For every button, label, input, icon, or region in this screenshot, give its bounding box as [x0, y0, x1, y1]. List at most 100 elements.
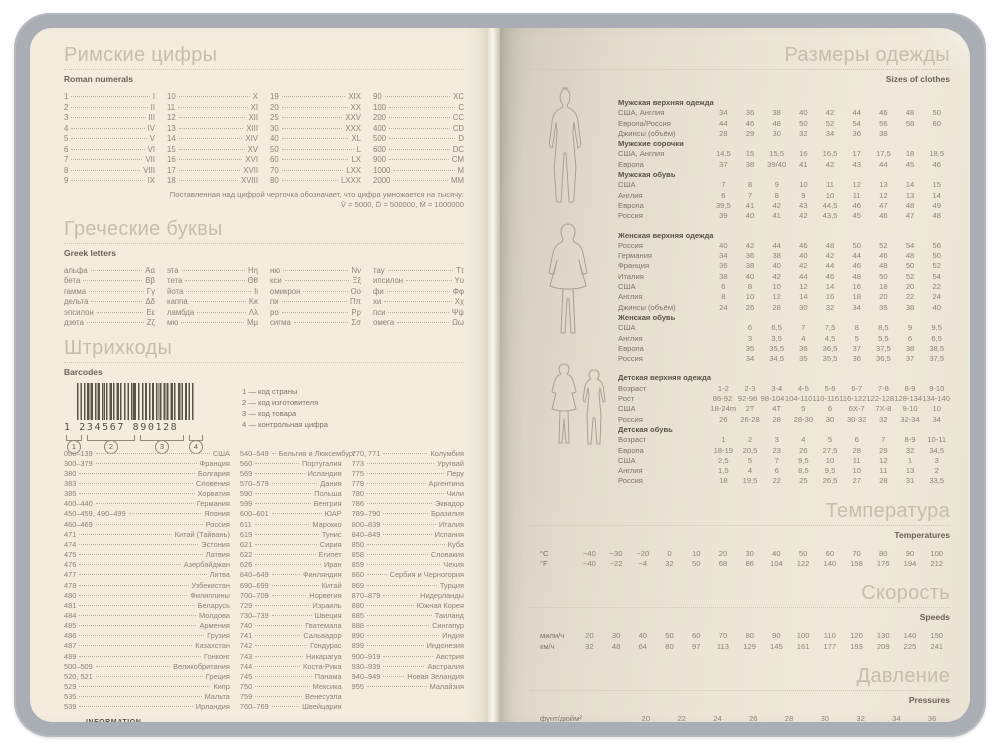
- section-title-temperature: Температура: [825, 499, 950, 522]
- section-title-greek: Греческие буквы: [64, 217, 223, 240]
- list-item: 3 III: [64, 113, 155, 122]
- barcode-icon: [77, 382, 195, 420]
- marker-bracket: 2: [87, 434, 135, 454]
- list-item: 383 Словения: [64, 478, 230, 488]
- list-item: омикрон Οο: [270, 286, 361, 296]
- table-row: Англия 1,5 4 6 8,5 9,5 10 11 13 2: [618, 466, 939, 476]
- table-row: Англия 8 10 12 14 16 18 20 22 24: [618, 292, 941, 302]
- list-item: 500 D: [373, 134, 464, 143]
- list-item: 930–939 Австралия: [351, 661, 464, 671]
- table-row: Европа/Россия 44 46 48 50 52 54 56 58 60: [618, 118, 941, 128]
- table-row: США 6 6,5 7 7,5 8 8,5 9 9,5: [618, 323, 942, 333]
- list-item: 7 VII: [64, 155, 155, 164]
- list-item: 480 Филиппины: [64, 590, 230, 600]
- list-item: дзета Ζζ: [64, 318, 155, 327]
- table-row: Россия 34 34,5 35 35,5 36 36,5 37 37,5: [618, 354, 945, 364]
- section-subtitle-greek: Greek letters: [64, 247, 116, 258]
- notebook-cover: Римские цифры Roman numerals 1 I 2 II 3 III 4 I…: [14, 13, 986, 737]
- list-item: 779 Аргентина: [351, 478, 464, 488]
- list-item: 16 XVI: [167, 155, 258, 164]
- section-speed: Скорость Speeds мили/ч 20 30 40 50 60 70 80 90 10…: [530, 582, 950, 652]
- list-item: 640–649 Финляндия: [239, 570, 342, 580]
- note-line: Поставленная над цифрой черточка обознач…: [169, 189, 464, 199]
- table-row: Женская обувь: [618, 312, 676, 322]
- list-item: 15 XV: [167, 144, 258, 154]
- section-pressure: Давление Pressures фунт/дюйм² 20 22 24 26 28 3…: [530, 665, 950, 722]
- list-item: каппа Κκ: [167, 297, 258, 306]
- table-row: Возраст 1-2 2-3 3-4 4-5 5-6 6-7 7-8 8-9 9-10: [618, 383, 945, 393]
- list-item: 888 Сингапур: [351, 621, 464, 631]
- list-item: 750 Мексика: [239, 682, 342, 692]
- men-sizes-table: Мужская верхняя одежда США, Англия 34 36 38 4…: [618, 98, 950, 222]
- list-item: 90 XC: [373, 92, 464, 101]
- section-title-barcodes: Штрихкоды: [64, 336, 173, 359]
- list-item: 2 II: [64, 102, 155, 112]
- list-item: 570–579 Дания: [239, 478, 342, 488]
- list-item: 1000 M: [373, 165, 464, 175]
- list-item: 740 Гватемала: [239, 621, 342, 631]
- list-item: 840–849 Испания: [351, 529, 464, 539]
- table-row: Рост 86-92 92-98 98-104 104-110 110-116 116-12…: [618, 394, 950, 404]
- table-row: Джинсы (объём) 24 26 28 30 32 34 36 38 40: [618, 302, 941, 312]
- list-item: 484 Молдова: [64, 611, 230, 620]
- list-item: 40 XL: [270, 134, 361, 143]
- list-item: 19 XIX: [270, 92, 361, 101]
- table-row: Англия 6 7 8 9 10 11 12 13 14: [618, 190, 941, 200]
- list-item: бета Ββ: [64, 276, 155, 285]
- list-item: 1 — код страны: [242, 386, 298, 396]
- table-row: Италия 38 40 42 44 46 48 50 52 54: [618, 271, 941, 281]
- list-item: 850 Куба: [351, 539, 464, 549]
- table-row: США 2,5 5 7 9,5 10 11 12 1 3: [618, 455, 939, 465]
- list-item: 485 Армения: [64, 621, 230, 631]
- table-row: США, Англия 14,5 15 15,5 16 16,5 17 17,5 18 18,5: [618, 149, 945, 159]
- list-item: 899 Индонезия: [351, 641, 464, 651]
- table-row: США 6 8 10 12 14 16 18 20 22: [618, 282, 941, 292]
- list-item: 17 XVII: [167, 165, 258, 175]
- list-item: 478 Узбекистан: [64, 580, 230, 590]
- list-item: 380 Болгария: [64, 468, 230, 478]
- list-item: хи Χχ: [373, 297, 464, 306]
- list-item: 487 Казахстан: [64, 641, 230, 651]
- barcode-digits: 1 234567 890128: [64, 421, 179, 433]
- children-sizes-table: Детская верхняя одежда Возраст 1-2 2-3 3-4 4-…: [618, 373, 950, 486]
- list-item: 700–709 Норвегия: [239, 590, 342, 600]
- marker-circle: 2: [104, 439, 118, 454]
- list-item: 18 XVIII: [167, 176, 258, 185]
- table-row: США 18-24m 2T 4T 5 6 6X-7 7X-8 9-10 10: [618, 404, 941, 414]
- list-item: 775 Перу: [351, 468, 464, 478]
- roman-numerals-table: 1 I 2 II 3 III 4 IV 5 V 6 VI 7 VII 8 VIII 9 IX 10 X 11 XI 12 XI…: [64, 92, 464, 187]
- list-item: 611 Марокко: [239, 519, 342, 529]
- list-item: 481 Беларусь: [64, 600, 230, 610]
- marker-circle: 3: [155, 439, 169, 454]
- page-spread: Римские цифры Roman numerals 1 I 2 II 3 III 4 I…: [30, 28, 970, 722]
- marker-bracket: 4: [189, 434, 203, 454]
- list-item: 10 X: [167, 92, 258, 101]
- woman-silhouette-icon: [548, 223, 588, 334]
- list-item: 400–440 Германия: [64, 499, 230, 509]
- list-item: альфа Αα: [64, 265, 155, 275]
- list-item: фи Φφ: [373, 286, 464, 296]
- list-item: 2 — код изготовителя: [242, 397, 319, 407]
- list-item: 622 Египет: [239, 550, 342, 560]
- table-row: Россия 40 42 44 46 48 50 52 54 56: [618, 240, 941, 250]
- list-item: 760–769 Швейцария: [239, 702, 342, 712]
- table-row: фунт/дюйм² 20 22 24 26 28 30 32 34 36: [540, 713, 937, 722]
- list-item: 885 Таиланд: [351, 611, 464, 620]
- barcode-country-list: 000–139 США 300–379 Франция 380 Болгария 383 Сл…: [64, 449, 464, 713]
- list-item: 000–139 США: [64, 448, 230, 458]
- barcode-legend: 1 — код страны 2 — код изготовителя 3 — ко…: [242, 383, 328, 441]
- list-item: 450–459, 490–499 Япония: [64, 509, 230, 519]
- table-row: мили/ч 20 30 40 50 60 70 80 90 100 110 120 130 140 150: [540, 631, 944, 641]
- list-item: гамма Γγ: [64, 286, 155, 296]
- greek-letters-table: альфа Αα бета Ββ гамма Γγ дельта Δδ эпсилон Εε дзе…: [64, 266, 464, 329]
- divider: [530, 524, 950, 526]
- table-row: Россия 18 19,5 22 25 26,5 27 28 31 33,5: [618, 476, 945, 486]
- table-row: °F −40 −22 −4 32 50 68 86 104 122 140 158 176 194 212: [540, 558, 944, 568]
- list-item: 4 — контрольная цифра: [242, 419, 328, 429]
- list-item: тета Θθ: [167, 276, 258, 285]
- list-item: 476 Азербайджан: [64, 560, 230, 570]
- list-item: 2000 MM: [373, 176, 464, 185]
- list-item: 300–379 Франция: [64, 458, 230, 468]
- table-row: Мужские сорочки: [618, 139, 684, 149]
- table-row: Мужская обувь: [618, 170, 676, 180]
